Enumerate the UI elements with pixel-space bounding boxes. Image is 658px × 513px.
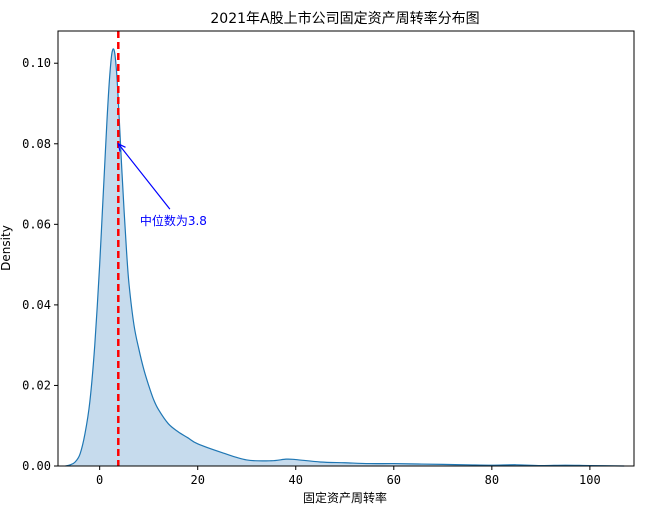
y-tick-label: 0.08	[22, 137, 51, 151]
x-axis: 0 20 40 60 80 100	[96, 466, 601, 487]
annotation-arrow	[117, 143, 171, 210]
x-tick-label: 60	[387, 473, 401, 487]
plot-frame	[57, 30, 635, 467]
y-axis: 0.00 0.02 0.04 0.06 0.08 0.10	[22, 56, 58, 473]
y-tick-label: 0.00	[22, 459, 51, 473]
x-tick-label: 40	[289, 473, 303, 487]
y-axis-label: Density	[0, 225, 13, 271]
y-tick-label: 0.10	[22, 56, 51, 70]
density-line	[65, 48, 625, 467]
y-tick-label: 0.04	[22, 298, 51, 312]
x-tick-label: 80	[485, 473, 499, 487]
x-axis-label: 固定资产周转率	[303, 490, 387, 505]
y-tick-label: 0.02	[22, 378, 51, 392]
x-tick-label: 0	[96, 473, 103, 487]
y-tick-label: 0.06	[22, 217, 51, 231]
density-area	[65, 48, 625, 466]
annotation-text: 中位数为3.8	[140, 213, 207, 228]
x-tick-label: 20	[190, 473, 204, 487]
x-tick-label: 100	[579, 473, 601, 487]
chart-title: 2021年A股上市公司固定资产周转率分布图	[210, 10, 479, 27]
annotation-arrowhead	[117, 142, 126, 152]
